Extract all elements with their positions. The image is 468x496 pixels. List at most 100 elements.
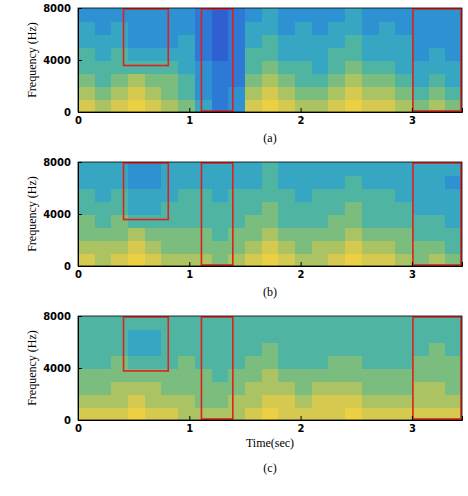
heatmap-cell — [245, 201, 262, 215]
tick: 8000 — [43, 157, 82, 168]
heatmap-cell — [295, 86, 312, 100]
heatmap-cell — [128, 368, 145, 382]
tick-label: 1 — [186, 269, 193, 280]
heatmap-cell — [412, 99, 429, 112]
heatmap-cell — [312, 342, 329, 356]
heatmap-cell — [345, 316, 362, 330]
heatmap-cell — [95, 329, 112, 343]
heatmap-cell — [161, 214, 178, 228]
heatmap-cell — [145, 381, 162, 395]
heatmap-cell — [78, 162, 95, 176]
heatmap-cell — [212, 381, 229, 395]
heatmap-cell — [161, 355, 178, 369]
heatmap-cell — [245, 214, 262, 228]
heatmap-cell — [178, 394, 195, 408]
heatmap-cell — [95, 188, 112, 202]
heatmap-cell — [161, 73, 178, 87]
heatmap-cell — [245, 381, 262, 395]
heatmap-cell — [128, 188, 145, 202]
heatmap-cell — [78, 381, 95, 395]
heatmap-cell — [412, 60, 429, 74]
heatmap-cell — [262, 34, 279, 48]
heatmap-cell — [312, 214, 329, 228]
heatmap-cell — [195, 175, 212, 189]
heatmap-cell — [161, 394, 178, 408]
heatmap-cell — [95, 253, 112, 266]
heatmap-cell — [362, 175, 379, 189]
heatmap-cell — [128, 162, 145, 176]
heatmap-cell — [128, 214, 145, 228]
heatmap-cell — [111, 8, 128, 22]
heatmap-cell — [412, 175, 429, 189]
heatmap-cell — [312, 329, 329, 343]
heatmap-cell — [312, 34, 329, 48]
heatmap-cell — [228, 73, 245, 87]
heatmap-cell — [78, 60, 95, 74]
heatmap-cell — [195, 34, 212, 48]
heatmap-cell — [312, 60, 329, 74]
heatmap-cell — [395, 381, 412, 395]
heatmap-cell — [395, 86, 412, 100]
heatmap-cell — [161, 201, 178, 215]
heatmap-cell — [278, 175, 295, 189]
tick-label: 4000 — [43, 209, 71, 220]
tick-mark — [78, 60, 82, 61]
heatmap-cell — [312, 394, 329, 408]
heatmap-cell — [228, 60, 245, 74]
heatmap-cell — [328, 316, 345, 330]
heatmap-cell — [212, 342, 229, 356]
heatmap-cell — [262, 201, 279, 215]
tick: 3 — [409, 108, 416, 126]
y-axis-title: Frequency (Hz) — [25, 176, 39, 252]
heatmap-cell — [228, 21, 245, 35]
heatmap-cell — [128, 8, 145, 22]
heatmap-cell — [228, 162, 245, 176]
heatmap-cell — [111, 355, 128, 369]
tick: 8000 — [43, 311, 82, 322]
heatmap-cell — [362, 201, 379, 215]
heatmap-cell — [429, 355, 446, 369]
tick: 0 — [64, 415, 82, 426]
tick-label: 0 — [75, 269, 82, 280]
heatmap-cell — [362, 21, 379, 35]
heatmap-cell — [78, 21, 95, 35]
heatmap-cell — [278, 162, 295, 176]
heatmap-cell — [111, 188, 128, 202]
heatmap-cell — [128, 381, 145, 395]
heatmap-cell — [429, 329, 446, 343]
heatmap-cell — [362, 60, 379, 74]
tick-mark — [78, 420, 82, 421]
heatmap-cell — [95, 8, 112, 22]
heatmap-cell — [445, 162, 462, 176]
heatmap-cell — [429, 381, 446, 395]
heatmap-cell — [95, 240, 112, 254]
heatmap-cell — [412, 73, 429, 87]
heatmap-cell — [445, 227, 462, 241]
tick: 1 — [186, 416, 193, 434]
heatmap-cell — [379, 227, 396, 241]
heatmap-cell — [78, 253, 95, 266]
heatmap-cell — [111, 60, 128, 74]
tick-mark — [78, 8, 82, 9]
heatmap-cell — [395, 47, 412, 61]
heatmap-cell — [345, 381, 362, 395]
tick-mark — [301, 108, 302, 112]
tick-mark — [78, 162, 82, 163]
heatmap-cell — [178, 201, 195, 215]
heatmap-cell — [161, 175, 178, 189]
heatmap-cell — [145, 175, 162, 189]
heatmap-cell — [245, 368, 262, 382]
heatmap-cell — [145, 8, 162, 22]
heatmap-cell — [78, 188, 95, 202]
heatmap-cell — [78, 342, 95, 356]
heatmap-cell — [78, 214, 95, 228]
heatmap-cell — [278, 342, 295, 356]
heatmap-cell — [212, 73, 229, 87]
heatmap-cell — [445, 21, 462, 35]
heatmap-cell — [95, 368, 112, 382]
heatmap-cell — [128, 86, 145, 100]
heatmap-cell — [412, 342, 429, 356]
heatmap-cell — [328, 47, 345, 61]
heatmap-cell — [429, 21, 446, 35]
heatmap-cell — [295, 227, 312, 241]
